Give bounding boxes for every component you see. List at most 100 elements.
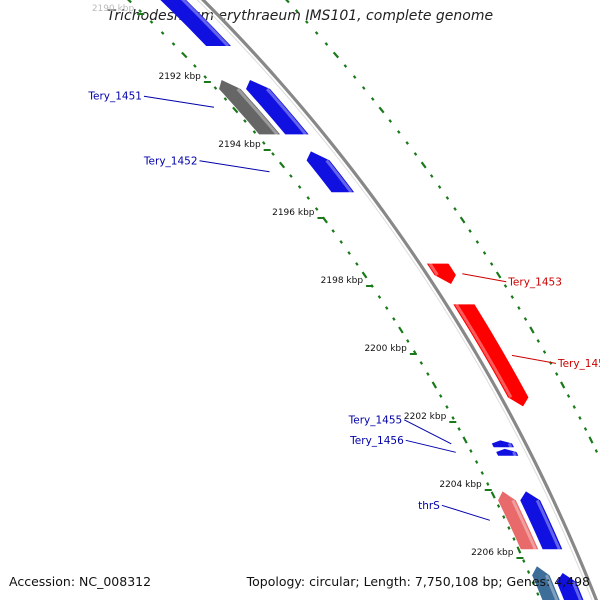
gc-tick (406, 339, 410, 343)
gc-tick (526, 570, 531, 574)
gc-tick (572, 405, 576, 409)
gc-tick (388, 119, 393, 123)
gc-tick (462, 436, 468, 444)
gc-tick (468, 229, 472, 233)
gc-tick (232, 106, 239, 114)
gc-tick (361, 271, 368, 279)
gc-tick (523, 317, 528, 321)
gc-tick (445, 196, 450, 200)
gc-tick (289, 174, 293, 178)
gc-tick (510, 295, 514, 299)
gc-tick (445, 405, 449, 409)
gc-tick (343, 64, 348, 68)
gc-tick (512, 537, 516, 541)
gc-track-inner (126, 0, 540, 596)
gc-tick (171, 42, 176, 46)
gc-tick (398, 326, 404, 334)
gc-tick (392, 317, 396, 321)
gc-tick (203, 75, 208, 79)
gc-tick (516, 546, 522, 554)
gc-tick (347, 251, 351, 255)
gc-tick (271, 152, 275, 156)
scale-tick-label: 2190 kbp (92, 4, 135, 14)
gene-thrs-rna (498, 491, 539, 550)
gc-tick (285, 0, 290, 4)
backbone-outer (200, 0, 599, 600)
label-tery-1454: Tery_1454 (557, 358, 600, 370)
feature-labels: Tery_1451 Tery_1452 Tery_1453 Tery_1454 Tery… (87, 91, 600, 521)
gene-arrow (246, 80, 309, 135)
label-tery-1451: Tery_1451 (87, 91, 142, 103)
accession-label: Accession: NC_008312 (9, 574, 152, 589)
gc-track-outer (285, 0, 598, 453)
gene-highlight (511, 499, 537, 550)
gc-tick (536, 339, 540, 343)
gc-tick (429, 174, 434, 178)
gc-tick (297, 185, 302, 189)
gc-tick (517, 306, 521, 310)
label-leader (462, 273, 507, 283)
gc-tick (536, 592, 540, 596)
gene-highlight (507, 442, 513, 448)
gc-tick (339, 240, 343, 244)
label-leader (199, 160, 270, 173)
gene-arrow (426, 263, 456, 284)
scale-tick-label: 2198 kbp (321, 276, 364, 286)
gc-tick (361, 86, 366, 90)
gc-tick (531, 581, 535, 585)
gene-tery-1451-pseudo (219, 80, 281, 136)
scale-tick-label: 2200 kbp (364, 344, 407, 354)
scale-tick-label: 2192 kbp (158, 72, 201, 82)
gc-tick (181, 51, 188, 59)
gc-tick (243, 119, 247, 123)
scale-ticks: 2190 kbp 2192 kbp 2194 kbp 2196 kbp 2198 kbp… (92, 4, 524, 559)
gc-tick (502, 515, 506, 519)
gc-tick (522, 559, 526, 563)
gene-arrow (160, 0, 231, 46)
gc-tick (578, 416, 582, 420)
label-leader (441, 504, 491, 521)
gene-arrow (556, 573, 584, 600)
gc-tick (431, 381, 438, 389)
gc-tick (355, 262, 359, 266)
label-leader (403, 419, 452, 445)
gene-arrow (496, 448, 519, 456)
gene-arrow (532, 566, 560, 600)
gc-tick (469, 449, 473, 453)
gc-tick (496, 504, 501, 508)
gene-tery-1458 (556, 573, 584, 600)
gene-highlight (512, 451, 517, 457)
gc-tick (278, 161, 286, 169)
gc-tick (495, 271, 502, 279)
label-leader (405, 439, 456, 453)
scale-tick-label: 2196 kbp (272, 208, 315, 218)
gene-highlight (325, 159, 353, 194)
label-tery-1452: Tery_1452 (143, 155, 198, 167)
gc-tick (149, 20, 154, 24)
gc-tick (555, 372, 559, 376)
gc-tick (405, 141, 409, 145)
gene-tery-1456 (496, 448, 519, 457)
gc-tick (588, 436, 594, 444)
gc-tick (413, 152, 418, 156)
gene-highlight (535, 499, 561, 550)
gc-tick (542, 350, 547, 354)
gene-highlight (455, 303, 513, 399)
gc-tick (503, 284, 508, 288)
gc-tick (193, 64, 197, 68)
scale-tick-label: 2194 kbp (218, 140, 261, 150)
gc-tick (370, 97, 375, 101)
gc-tick (560, 381, 566, 389)
scale-tick-label: 2202 kbp (404, 412, 447, 422)
gc-tick (453, 207, 457, 211)
label-leader (511, 354, 557, 364)
genome-backbone (196, 0, 599, 600)
gc-tick (160, 31, 165, 35)
gene-arrow (453, 304, 529, 407)
label-leader (143, 95, 215, 108)
gc-tick (314, 31, 319, 35)
gene-tery-1453 (426, 262, 456, 284)
gc-tick (459, 216, 466, 224)
gc-tick (490, 491, 496, 499)
label-tery-1456: Tery_1456 (349, 435, 404, 447)
